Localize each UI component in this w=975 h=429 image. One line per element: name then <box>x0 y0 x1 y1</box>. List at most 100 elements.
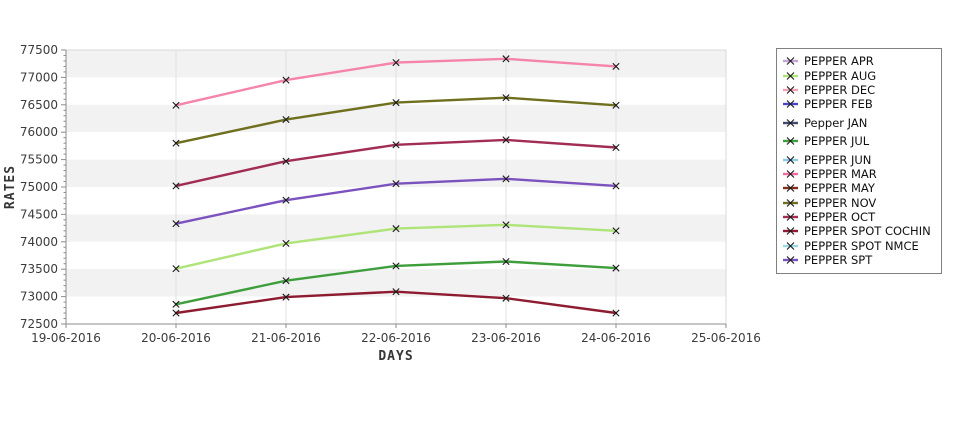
data-point-marker <box>172 265 180 273</box>
data-point-marker <box>392 141 400 149</box>
series-marker-icon <box>783 241 798 250</box>
legend-item: PEPPER SPOT NMCE <box>783 239 931 253</box>
data-point-marker <box>172 220 180 228</box>
data-point-marker <box>282 277 290 285</box>
legend-item-label: PEPPER NOV <box>804 195 877 210</box>
y-tick-label: 72500 <box>20 317 58 331</box>
data-point-marker <box>502 94 510 102</box>
data-point-marker <box>612 309 620 317</box>
y-tick-label: 74000 <box>20 235 58 249</box>
legend-item: PEPPER OCT <box>783 210 931 224</box>
data-point-marker <box>172 139 180 147</box>
data-point-marker <box>282 293 290 301</box>
data-point-marker <box>172 101 180 109</box>
data-point-marker <box>502 221 510 229</box>
x-tick-label: 21-06-2016 <box>251 331 321 345</box>
data-point-marker <box>392 288 400 296</box>
y-tick-label: 73500 <box>20 262 58 276</box>
data-point-marker <box>612 143 620 152</box>
series-marker-icon <box>783 256 798 265</box>
series-marker-icon <box>783 155 798 164</box>
data-point-marker <box>502 175 510 183</box>
data-point-marker <box>282 239 290 248</box>
series-marker-icon <box>783 86 798 94</box>
series-marker-icon <box>783 213 798 221</box>
legend-item: PEPPER DEC <box>783 83 931 97</box>
x-tick-label: 25-06-2016 <box>691 331 761 345</box>
series-marker-icon <box>783 137 798 146</box>
series-marker-icon <box>783 170 798 178</box>
data-point-marker <box>282 116 290 124</box>
legend-item: PEPPER AUG <box>783 68 931 83</box>
data-point-marker <box>282 76 290 84</box>
legend-item: PEPPER JUN <box>783 152 931 167</box>
legend-item: PEPPER APR <box>783 54 931 68</box>
x-tick-label: 24-06-2016 <box>581 331 651 345</box>
legend-item-label: PEPPER AUG <box>804 68 877 83</box>
data-point-marker <box>612 227 620 235</box>
data-point-marker <box>172 300 180 308</box>
data-point-marker <box>612 264 620 272</box>
data-point-marker <box>502 294 510 302</box>
data-point-marker <box>392 225 400 233</box>
x-tick-label: 19-06-2016 <box>31 331 101 345</box>
legend-item-label: PEPPER SPT <box>804 253 873 268</box>
legend-item-label: PEPPER FEB <box>804 97 873 112</box>
data-point-marker <box>392 99 400 107</box>
series-marker-icon <box>783 71 798 80</box>
x-tick-label: 23-06-2016 <box>471 331 541 345</box>
series-marker-icon <box>783 227 798 236</box>
data-point-marker <box>502 257 510 266</box>
x-tick-label: 20-06-2016 <box>141 331 211 345</box>
data-point-marker <box>612 182 620 190</box>
legend-item-label: PEPPER JUN <box>804 152 872 167</box>
y-tick-label: 73000 <box>20 290 58 304</box>
data-point-marker <box>612 101 620 109</box>
legend-item-label: PEPPER SPOT COCHIN <box>804 224 931 239</box>
data-point-marker <box>502 136 510 144</box>
data-point-marker <box>172 182 180 190</box>
series-marker-icon <box>783 118 798 127</box>
y-tick-label: 75500 <box>20 153 58 167</box>
legend-item: PEPPER FEB <box>783 97 931 111</box>
legend-item: PEPPER MAY <box>783 181 931 195</box>
data-point-marker <box>612 62 620 71</box>
legend-item: PEPPER SPT <box>783 253 931 267</box>
data-point-marker <box>392 180 400 188</box>
data-point-marker <box>172 309 180 317</box>
x-tick-label: 22-06-2016 <box>361 331 431 345</box>
data-point-marker <box>282 157 290 165</box>
legend-item-label: Pepper JAN <box>804 115 868 130</box>
y-tick-label: 74500 <box>20 207 58 221</box>
legend-item-label: PEPPER DEC <box>804 82 876 97</box>
y-tick-label: 76500 <box>20 98 58 112</box>
series-marker-icon <box>783 100 798 109</box>
data-point-marker <box>392 262 400 270</box>
data-point-marker <box>392 59 400 67</box>
legend-item-label: PEPPER SPOT NMCE <box>804 238 919 253</box>
x-axis-title: DAYS <box>378 349 413 364</box>
series-marker-icon <box>783 184 798 193</box>
legend-item: Pepper JAN <box>783 116 931 130</box>
y-tick-label: 77000 <box>20 70 58 84</box>
legend-item: PEPPER JUL <box>783 134 931 148</box>
y-tick-label: 76000 <box>20 125 58 139</box>
legend-item-label: PEPPER APR <box>804 54 874 69</box>
y-axis-title: RATES <box>3 165 18 209</box>
data-point-marker <box>502 55 510 63</box>
legend-item-label: PEPPER MAY <box>804 181 875 196</box>
legend-item: PEPPER NOV <box>783 196 931 210</box>
legend-item-label: PEPPER MAR <box>804 166 877 181</box>
legend-item-label: PEPPER OCT <box>804 210 876 225</box>
y-tick-label: 75000 <box>20 180 58 194</box>
legend-item: PEPPER MAR <box>783 167 931 181</box>
y-tick-label: 77500 <box>20 43 58 57</box>
data-point-marker <box>282 196 290 204</box>
legend-item: PEPPER SPOT COCHIN <box>783 224 931 238</box>
chart-legend: PEPPER APR PEPPER AUG PEPPER DEC PEPPER FEB… <box>776 48 942 275</box>
series-marker-icon <box>783 198 798 207</box>
series-marker-icon <box>783 57 798 66</box>
legend-item-label: PEPPER JUL <box>804 134 870 149</box>
